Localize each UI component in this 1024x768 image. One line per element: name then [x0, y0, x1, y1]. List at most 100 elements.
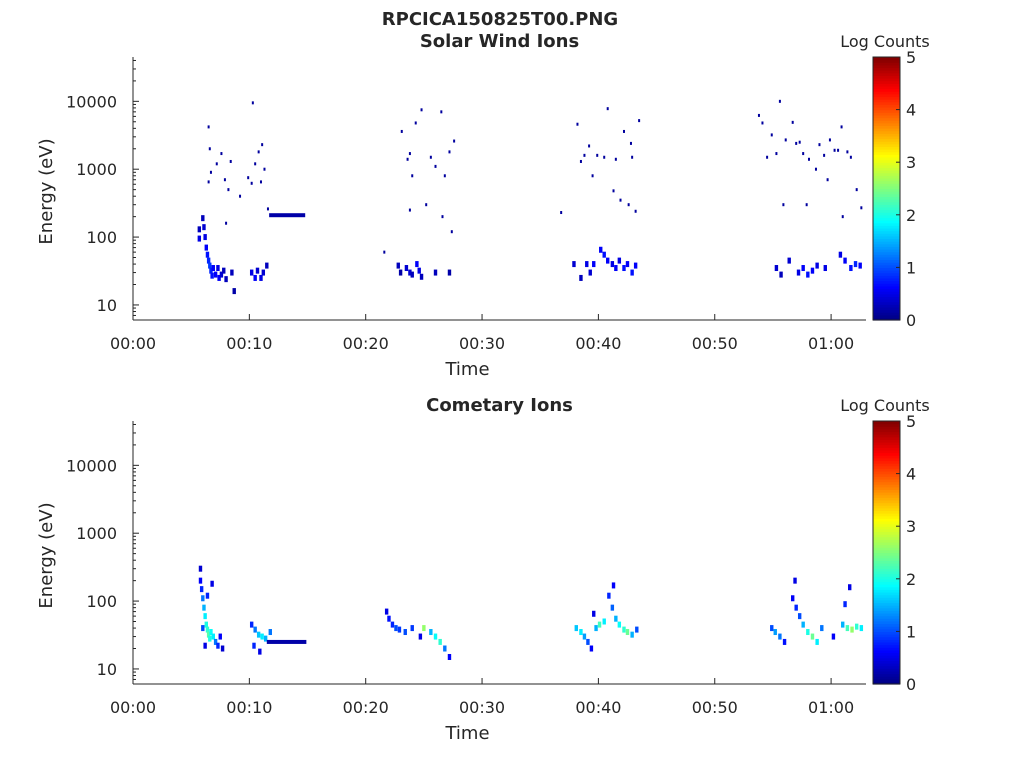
y-tick-label: 10000 — [66, 92, 117, 111]
heatmap-cell — [602, 618, 606, 625]
heatmap-cell — [204, 244, 208, 251]
colorbar-band — [873, 85, 900, 90]
y-tick-label: 10 — [97, 296, 117, 315]
colorbar-band — [873, 507, 900, 512]
heatmap-cell — [443, 645, 447, 652]
heatmap-cell — [801, 621, 805, 628]
heatmap-speckle — [250, 181, 253, 185]
heatmap-cell — [850, 626, 854, 633]
colorbar-band — [873, 597, 900, 601]
colorbar-band — [873, 99, 900, 103]
colorbar-band — [873, 636, 900, 640]
colorbar-band — [873, 146, 900, 150]
colorbar-band — [873, 515, 900, 519]
colorbar-band — [873, 652, 900, 656]
colorbar-band — [873, 293, 900, 297]
colorbar-band — [873, 83, 900, 87]
colorbar-band — [873, 217, 900, 221]
colorbar-band — [873, 510, 900, 514]
heatmap-cell — [841, 621, 845, 628]
heatmap-speckle — [220, 152, 223, 156]
heatmap-cell — [622, 265, 626, 272]
heatmap-cell — [203, 613, 207, 620]
colorbar-band — [873, 214, 900, 219]
heatmap-cell — [849, 265, 853, 272]
heatmap-cell — [397, 626, 402, 633]
heatmap-cell — [854, 623, 859, 630]
heatmap-cell — [793, 577, 797, 584]
heatmap-cell — [202, 224, 206, 231]
colorbar-band — [873, 196, 900, 200]
colorbar-band — [873, 481, 900, 485]
heatmap-cell — [831, 633, 836, 640]
colorbar-band — [873, 106, 900, 111]
colorbar-band — [873, 573, 900, 577]
colorbar-band — [873, 209, 900, 213]
heatmap-speckle — [840, 125, 843, 129]
colorbar-band — [873, 125, 900, 129]
colorbar-band — [873, 262, 900, 266]
heatmap-speckle — [420, 108, 423, 112]
colorbar-band — [873, 423, 900, 427]
heatmap-cell — [210, 272, 214, 279]
heatmap-speckle — [207, 180, 210, 184]
heatmap-cell — [806, 271, 810, 278]
heatmap-cell — [810, 267, 815, 274]
heatmap-cell — [208, 262, 212, 269]
heatmap-speckle — [807, 157, 810, 161]
colorbar-band — [873, 470, 900, 475]
colorbar-frame — [872, 420, 901, 685]
heatmap-cell — [253, 626, 257, 633]
colorbar-band — [873, 175, 900, 179]
colorbar-band — [873, 256, 900, 261]
heatmap-speckle — [247, 176, 250, 180]
colorbar-band — [873, 549, 900, 554]
heatmap-cell — [211, 633, 215, 640]
heatmap-speckle — [207, 125, 210, 129]
colorbar-band — [873, 520, 900, 525]
colorbar-band — [873, 185, 900, 190]
heatmap-cell — [258, 648, 262, 655]
heatmap-cell — [823, 265, 827, 272]
colorbar-band — [873, 78, 900, 82]
colorbar-band — [873, 149, 900, 153]
colorbar-band — [873, 541, 900, 546]
colorbar-band — [873, 547, 900, 551]
heatmap-speckle — [411, 174, 414, 178]
colorbar-band — [873, 531, 900, 535]
colorbar-band — [873, 122, 900, 126]
heatmap-cell — [232, 288, 236, 295]
heatmap-cell — [213, 271, 218, 278]
colorbar-band — [873, 599, 900, 604]
colorbar-band — [873, 199, 900, 203]
colorbar-band — [873, 494, 900, 498]
cometary-x-label: Time — [444, 723, 489, 744]
colorbar-band — [873, 159, 900, 163]
heatmap-cell — [610, 261, 615, 268]
heatmap-speckle — [254, 162, 257, 166]
heatmap-cell — [633, 262, 638, 269]
colorbar-band — [873, 91, 900, 95]
colorbar-band — [873, 647, 900, 651]
heatmap-cell — [252, 642, 256, 649]
colorbar-band — [873, 167, 900, 171]
colorbar-band — [873, 80, 900, 84]
heatmap-cell — [216, 265, 220, 272]
colorbar-band — [873, 254, 900, 258]
colorbar-band — [873, 162, 900, 166]
colorbar-band — [873, 434, 900, 438]
heatmap-speckle — [223, 178, 226, 182]
colorbar-band — [873, 230, 900, 234]
heatmap-speckle — [441, 215, 444, 219]
heatmap-cell — [625, 261, 630, 268]
heatmap-speckle — [266, 207, 269, 211]
heatmap-cell — [201, 595, 205, 602]
heatmap-speckle — [805, 203, 808, 207]
colorbar-band — [873, 193, 900, 197]
colorbar-band — [873, 141, 900, 145]
heatmap-cell — [773, 629, 777, 636]
colorbar-band — [873, 280, 900, 284]
heatmap-cell — [198, 577, 203, 584]
colorbar-band — [873, 523, 900, 527]
